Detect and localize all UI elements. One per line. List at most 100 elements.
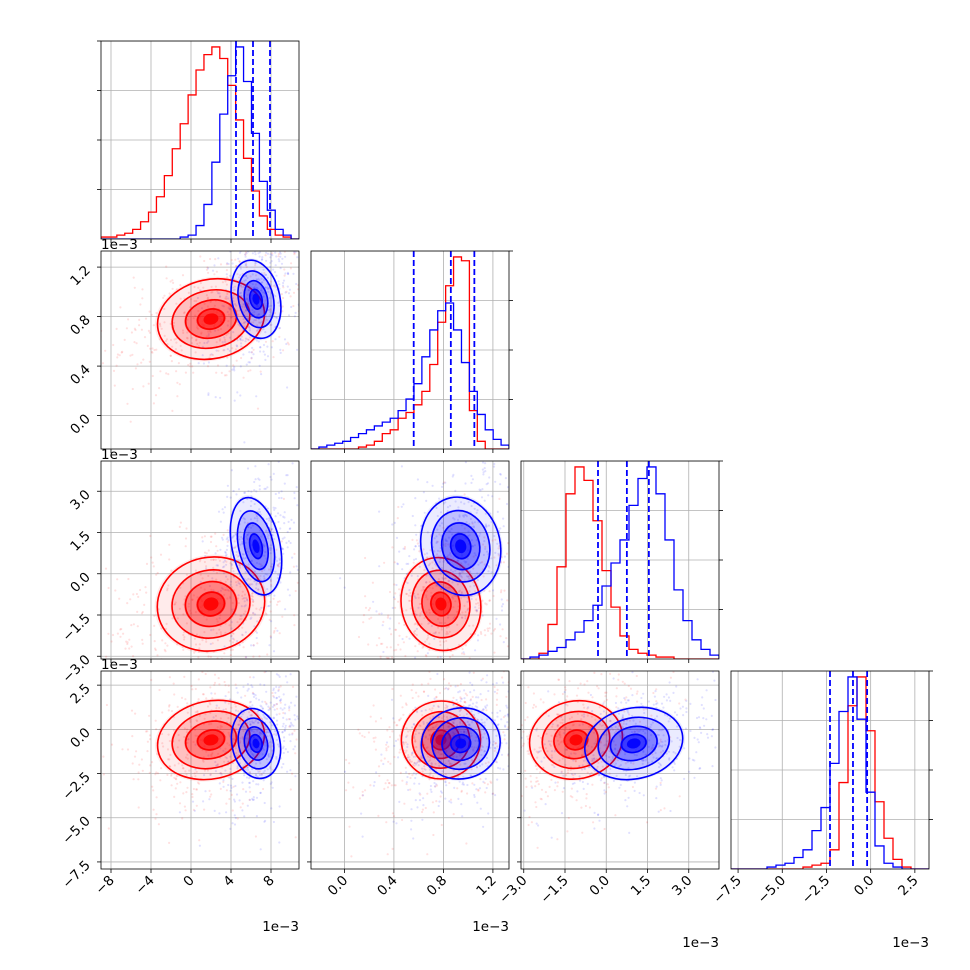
scatter-point (243, 491, 247, 494)
scatter-point (280, 218, 282, 220)
scatter-point (473, 795, 476, 799)
scatter-point (229, 583, 232, 586)
scatter-point (212, 566, 215, 569)
scatter-point (406, 756, 409, 760)
scatter-point (251, 704, 254, 707)
contour-line (236, 510, 276, 583)
scatter-point (416, 711, 419, 714)
scatter-point (229, 789, 232, 792)
scatter-point (392, 820, 395, 823)
scatter-point (513, 495, 515, 497)
scatter-point (434, 785, 437, 788)
scatter-point (447, 616, 450, 619)
scatter-point (248, 361, 251, 364)
scatter-point (479, 807, 482, 810)
scatter-point (239, 740, 242, 743)
scatter-point (203, 631, 206, 634)
scatter-point (155, 813, 158, 816)
scatter-point (285, 342, 288, 346)
scatter-point (415, 633, 418, 637)
scatter-point (215, 371, 218, 374)
scatter-point (295, 695, 298, 698)
scatter-point (251, 273, 254, 276)
scatter-point (166, 773, 169, 777)
scatter-point (405, 592, 408, 596)
scatter-point (489, 668, 491, 670)
scatter-point (229, 496, 232, 499)
scatter-point (237, 582, 240, 585)
scatter-point (529, 780, 533, 783)
scatter-point (424, 806, 427, 810)
scatter-point (304, 837, 306, 839)
scatter-point (475, 815, 477, 817)
scatter-point (378, 774, 381, 778)
scatter-point (252, 798, 255, 801)
scatter-point (600, 724, 603, 727)
scatter-point (258, 731, 261, 734)
scatter-point (261, 732, 264, 736)
scatter-point (281, 708, 284, 711)
scatter-point (251, 798, 254, 802)
scatter-point (535, 780, 538, 783)
scatter-point (636, 690, 639, 693)
scatter-point (189, 718, 192, 721)
scatter-point (527, 752, 530, 756)
scatter-point (329, 282, 331, 284)
scatter-point (203, 341, 206, 345)
scatter-point (278, 224, 280, 226)
scatter-point (493, 719, 497, 722)
scatter-point (438, 716, 441, 719)
scatter-point (382, 762, 385, 766)
scatter-point (493, 685, 496, 689)
scatter-point (167, 709, 170, 712)
scatter-point (249, 750, 253, 753)
scatter-point (154, 719, 157, 722)
scatter-point (289, 724, 292, 727)
scatter-point (146, 672, 148, 674)
scatter-point (456, 559, 459, 562)
scatter-point (247, 644, 249, 646)
scatter-point (220, 725, 223, 728)
scatter-point (502, 525, 505, 528)
scatter-point (304, 617, 306, 619)
scatter-point (233, 546, 237, 549)
scatter-point (248, 584, 251, 587)
scatter-point (186, 318, 189, 321)
scatter-point (432, 715, 435, 718)
scatter-point (186, 753, 189, 756)
scatter-point (214, 760, 217, 764)
scatter-point (485, 786, 488, 790)
scatter-point (483, 724, 486, 727)
scatter-point (459, 696, 462, 699)
scatter-point (438, 621, 441, 625)
scatter-point (243, 325, 246, 328)
scatter-point (277, 688, 280, 691)
scatter-point (654, 787, 658, 790)
scatter-point (244, 255, 247, 258)
scatter-point (468, 624, 471, 627)
scatter-point (227, 262, 230, 266)
scatter-point (289, 725, 292, 728)
scatter-point (452, 755, 455, 758)
scatter-point (244, 337, 248, 340)
scatter-point (252, 644, 255, 647)
scatter-point (166, 589, 169, 592)
scatter-point (444, 780, 447, 783)
scatter-point (293, 745, 297, 748)
scatter-point (128, 647, 131, 650)
scatter-point (192, 317, 195, 320)
scatter-point (246, 467, 250, 470)
scatter-point (467, 501, 470, 504)
scatter-point (598, 706, 601, 709)
scatter-point (234, 533, 238, 536)
scatter-point (397, 738, 400, 741)
scatter-point (263, 271, 266, 275)
contour-line (243, 522, 269, 571)
scatter-point (463, 730, 466, 733)
scatter-point (506, 486, 509, 489)
scatter-point (178, 607, 181, 610)
scatter-point (469, 585, 472, 588)
scatter-point (247, 538, 250, 541)
scatter-point (436, 540, 439, 543)
scatter-point (295, 486, 298, 489)
